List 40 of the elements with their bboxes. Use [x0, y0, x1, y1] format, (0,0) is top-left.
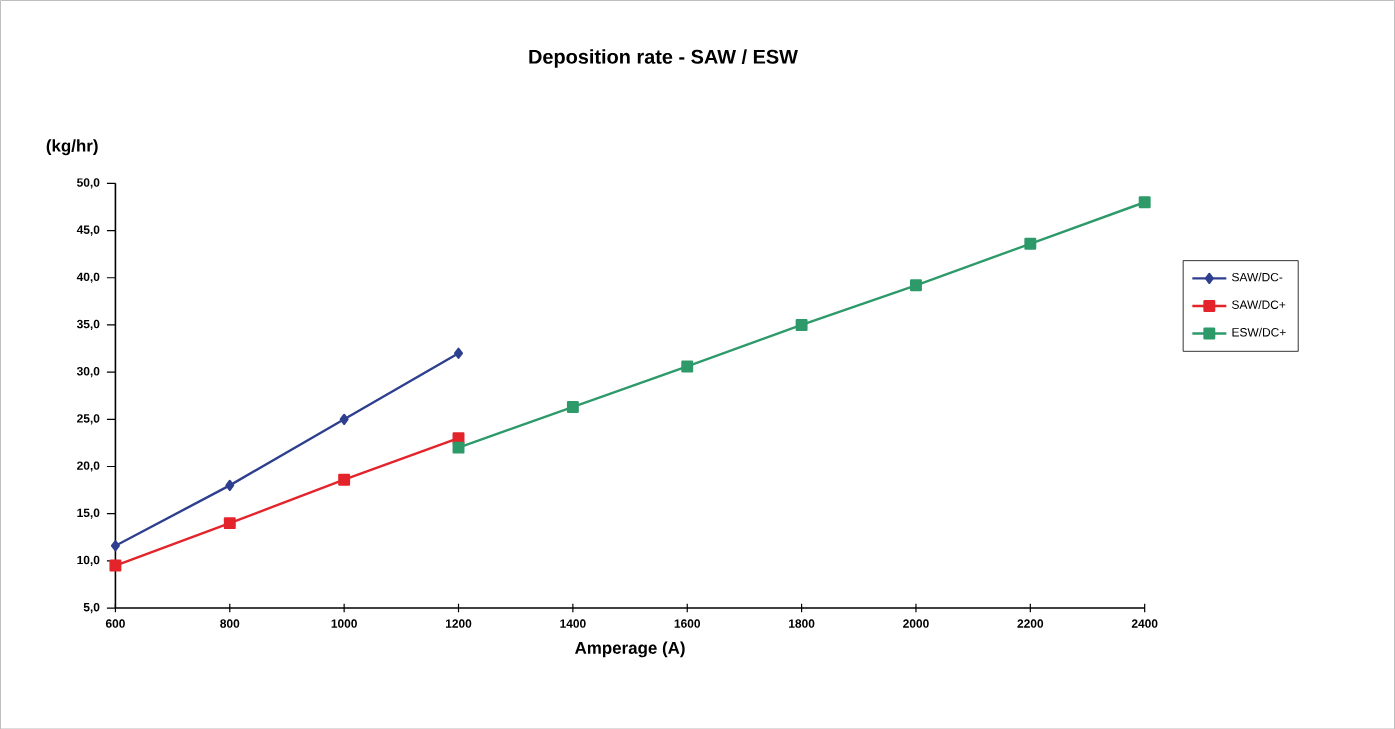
y-tick-label: 5,0	[83, 602, 100, 613]
point	[566, 400, 579, 413]
x-tick-label: 800	[220, 619, 240, 628]
y-tick-label: 30,0	[76, 366, 100, 377]
y-tick-label: 40,0	[76, 272, 100, 283]
legend-label: SAW/DC-	[1232, 272, 1283, 282]
x-tick-label: 1000	[331, 619, 357, 628]
x-tick-label: 2200	[1017, 619, 1044, 628]
point	[452, 441, 465, 454]
y-tick-label: 15,0	[77, 508, 100, 519]
x-tick-label: 1600	[674, 619, 701, 628]
point	[454, 347, 463, 359]
y-axis-title: (kg/hr)	[46, 139, 98, 155]
point	[110, 539, 120, 552]
x-tick-label: 600	[105, 619, 125, 628]
x-tick-label: 2000	[903, 619, 929, 628]
point	[795, 318, 808, 331]
point	[1024, 237, 1037, 250]
y-tick-label: 35,0	[76, 319, 100, 330]
y-tick-label: 50,0	[77, 178, 100, 189]
y-tick-label: 10,0	[77, 555, 100, 566]
legend-label: ESW/DC+	[1232, 327, 1286, 337]
x-tick-label: 1400	[560, 619, 586, 628]
point	[338, 473, 351, 486]
point	[339, 413, 349, 425]
chart-title: Deposition rate - SAW / ESW	[529, 48, 798, 68]
x-tick-label: 1800	[789, 619, 815, 628]
y-tick-label: 45,0	[76, 225, 100, 236]
x-tick-label: 1200	[445, 619, 472, 628]
x-tick-label: 2400	[1131, 619, 1158, 628]
point	[909, 279, 922, 292]
point	[109, 559, 122, 572]
legend-label: SAW/DC+	[1232, 299, 1286, 309]
point	[681, 360, 694, 373]
point	[223, 516, 236, 529]
point	[1138, 196, 1151, 208]
point	[225, 479, 235, 491]
x-axis-title: Amperage (A)	[574, 641, 685, 658]
y-tick-label: 20,0	[77, 461, 100, 472]
y-tick-label: 25,0	[77, 413, 100, 425]
